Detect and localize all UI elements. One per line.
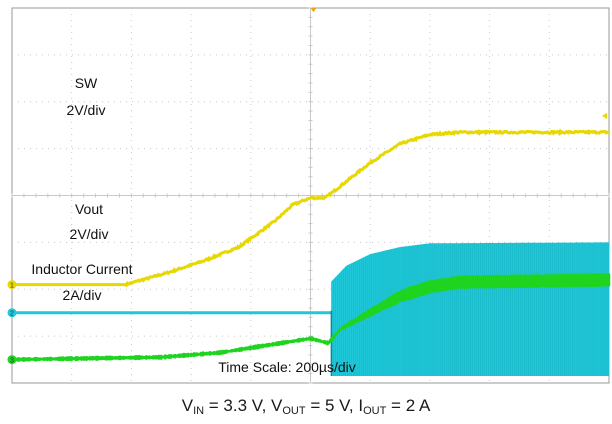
label-inductor-scale: 2A/div <box>63 287 102 303</box>
scope-traces: 1 2 3 <box>7 128 611 376</box>
label-inductor-name: Inductor Current <box>31 261 132 277</box>
trigger-position-marker <box>310 8 317 12</box>
time-scale-label: Time Scale: 200µs/div <box>218 359 356 375</box>
vin-value: = 3.3 V, V <box>204 396 283 415</box>
channel-marker-vout <box>7 308 17 318</box>
test-conditions-caption: VIN = 3.3 V, VOUT = 5 V, IOUT = 2 A <box>181 396 431 417</box>
channel-marker-inductor <box>7 355 17 365</box>
scope-labels: SW 2V/div Vout 2V/div Inductor Current 2A/div… <box>31 75 607 375</box>
label-vout-name: Vout <box>75 201 103 217</box>
inductor-current-waveform <box>10 272 611 362</box>
channel-number-inductor: 3 <box>10 358 14 365</box>
label-vout-scale: 2V/div <box>70 226 109 242</box>
oscilloscope-capture: 1 2 3 SW 2V/div Vout 2V/div Inductor Current 2A… <box>7 7 611 384</box>
trace-inductor: 3 <box>7 272 611 365</box>
label-sw-name: SW <box>75 75 98 91</box>
vout-value: = 5 V, I <box>305 396 364 415</box>
vout-subscript: OUT <box>282 405 306 417</box>
channel-number-sw: 1 <box>10 283 14 290</box>
vin-subscript: IN <box>193 405 205 417</box>
channel-number-vout: 2 <box>10 311 14 318</box>
channel-marker-sw <box>7 280 17 290</box>
sw-waveform <box>12 128 610 288</box>
sw-reference-marker <box>602 112 607 119</box>
label-sw-scale: 2V/div <box>67 102 106 118</box>
iout-subscript: OUT <box>363 405 387 417</box>
iout-value: = 2 A <box>386 396 431 415</box>
trace-sw: 1 <box>7 128 610 290</box>
